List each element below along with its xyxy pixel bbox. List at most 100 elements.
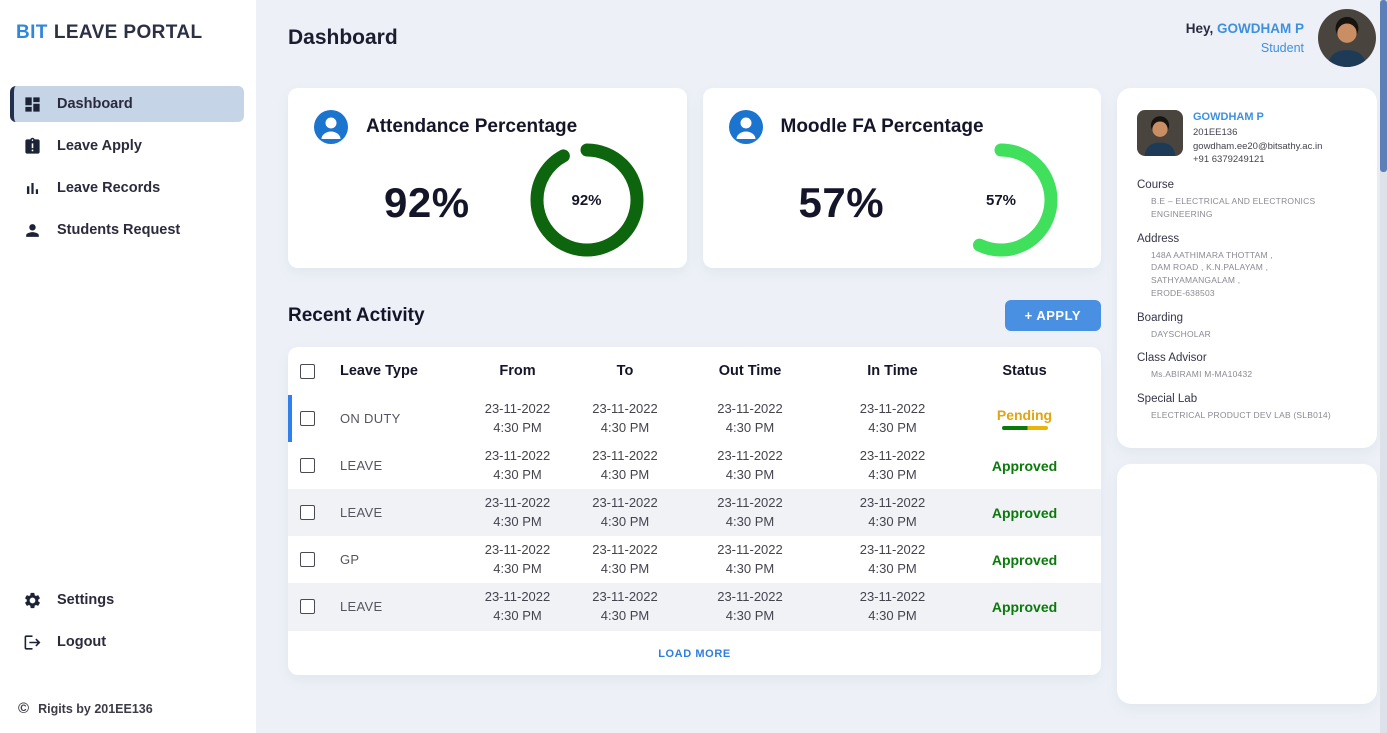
out-time-cell: 23-11-2022 4:30 PM: [717, 400, 783, 435]
attendance-value: 92%: [384, 179, 470, 226]
select-all-checkbox[interactable]: [300, 363, 315, 379]
profile-email: gowdham.ee20@bitsathy.ac.in: [1193, 140, 1323, 152]
students-request-icon: [22, 220, 42, 240]
brand-blue: BIT: [16, 22, 48, 43]
row-checkbox[interactable]: [300, 599, 315, 614]
to-cell: 23-11-2022 4:30 PM: [592, 588, 658, 623]
in-time-cell: 23-11-2022 4:30 PM: [859, 447, 926, 482]
out-time-cell: 23-11-2022 4:30 PM: [717, 447, 783, 482]
status-cell: Pending: [960, 407, 1089, 430]
in-time-cell: 23-11-2022 4:30 PM: [859, 400, 926, 435]
moodle-title: Moodle FA Percentage: [780, 116, 984, 137]
section-value: Ms.ABIRAMI M-MA10432: [1151, 369, 1253, 380]
profile-section-course: Course B.E – ELECTRICAL AND ELECTRONICS …: [1137, 179, 1357, 221]
out-time-cell: 23-11-2022 4:30 PM: [717, 588, 783, 623]
status-cell: Approved: [960, 599, 1089, 615]
col-from: From: [499, 363, 536, 379]
recent-activity-title: Recent Activity: [288, 304, 425, 326]
in-time-cell: 23-11-2022 4:30 PM: [859, 588, 926, 623]
to-cell: 23-11-2022 4:30 PM: [592, 400, 658, 435]
moodle-person-icon: [728, 110, 763, 144]
profile-section-class-advisor: Class Advisor Ms.ABIRAMI M-MA10432: [1137, 352, 1357, 381]
to-cell: 23-11-2022 4:30 PM: [592, 447, 658, 482]
scrollbar-thumb[interactable]: [1380, 0, 1387, 172]
sidebar-bottom-nav: Settings Logout: [0, 576, 256, 666]
profile-section-boarding: Boarding DAYSCHOLAR: [1137, 312, 1357, 341]
status-badge: Approved: [991, 551, 1058, 568]
profile-section-special-lab: Special Lab ELECTRICAL PRODUCT DEV LAB (…: [1137, 393, 1357, 422]
section-label: Class Advisor: [1137, 352, 1207, 365]
col-leave-type: Leave Type: [340, 363, 418, 379]
section-label: Boarding: [1137, 311, 1184, 324]
user-avatar[interactable]: [1318, 9, 1376, 67]
col-status: Status: [1002, 363, 1047, 379]
section-value: 148A AATHIMARA THOTTAM , DAM ROAD , K.N.…: [1151, 249, 1273, 298]
greeting-name: GOWDHAM P: [1217, 20, 1304, 36]
moodle-donut-label: 57%: [985, 191, 1017, 209]
footer-credit: Rigits by 201EE136: [38, 701, 153, 716]
profile-photo: [1137, 110, 1183, 156]
table-row[interactable]: LEAVE 23-11-2022 4:30 PM 23-11-2022 4:30…: [288, 583, 1101, 630]
logout-icon: [22, 632, 42, 652]
table-row[interactable]: LEAVE 23-11-2022 4:30 PM 23-11-2022 4:30…: [288, 442, 1101, 489]
sidebar-item-label: Leave Records: [57, 180, 161, 196]
table-row[interactable]: GP 23-11-2022 4:30 PM 23-11-2022 4:30 PM…: [288, 536, 1101, 583]
page-title: Dashboard: [288, 26, 398, 49]
status-badge: Pending: [996, 407, 1053, 424]
avatar-image: [1318, 9, 1376, 67]
leave-records-icon: [22, 178, 42, 198]
row-checkbox[interactable]: [300, 458, 315, 473]
table-row[interactable]: LEAVE 23-11-2022 4:30 PM 23-11-2022 4:30…: [288, 489, 1101, 536]
profile-roll-no: 201EE136: [1193, 126, 1238, 138]
attendance-donut: 92%: [529, 142, 645, 258]
status-cell: Approved: [960, 552, 1089, 568]
out-time-cell: 23-11-2022 4:30 PM: [717, 541, 783, 576]
attendance-title: Attendance Percentage: [366, 116, 578, 137]
col-to: To: [616, 363, 634, 379]
in-time-cell: 23-11-2022 4:30 PM: [859, 494, 926, 529]
status-cell: Approved: [960, 505, 1089, 521]
scrollbar-track[interactable]: [1380, 0, 1387, 733]
out-time-cell: 23-11-2022 4:30 PM: [717, 494, 783, 529]
sidebar-item-settings[interactable]: Settings: [10, 582, 244, 618]
settings-icon: [22, 590, 42, 610]
table-header-row: Leave Type From To Out Time In Time Stat…: [288, 347, 1101, 395]
from-cell: 23-11-2022 4:30 PM: [484, 400, 551, 435]
profile-name: GOWDHAM P: [1193, 111, 1264, 123]
sidebar-item-leave-records[interactable]: Leave Records: [10, 170, 244, 206]
table-row[interactable]: ON DUTY 23-11-2022 4:30 PM 23-11-2022 4:…: [288, 395, 1101, 442]
apply-button[interactable]: + APPLY: [1004, 300, 1101, 331]
from-cell: 23-11-2022 4:30 PM: [484, 541, 551, 576]
in-time-cell: 23-11-2022 4:30 PM: [859, 541, 926, 576]
greeting: Hey, GOWDHAM P Student: [1186, 19, 1304, 58]
row-checkbox[interactable]: [300, 411, 315, 426]
sidebar-item-leave-apply[interactable]: Leave Apply: [10, 128, 244, 164]
row-checkbox[interactable]: [300, 505, 315, 520]
dashboard-icon: [22, 94, 42, 114]
from-cell: 23-11-2022 4:30 PM: [484, 588, 551, 623]
attendance-donut-label: 92%: [571, 191, 602, 209]
leave-type-cell: LEAVE: [340, 599, 383, 614]
greeting-hey: Hey,: [1185, 20, 1214, 36]
from-cell: 23-11-2022 4:30 PM: [484, 447, 551, 482]
from-cell: 23-11-2022 4:30 PM: [484, 494, 551, 529]
recent-activity-table: Leave Type From To Out Time In Time Stat…: [288, 347, 1101, 675]
profile-card: GOWDHAM P 201EE136 gowdham.ee20@bitsathy…: [1117, 88, 1377, 448]
leave-apply-icon: [22, 136, 42, 156]
profile-photo-image: [1137, 110, 1183, 156]
section-label: Course: [1137, 179, 1175, 192]
status-badge: Approved: [991, 457, 1058, 474]
profile-section-address: Address 148A AATHIMARA THOTTAM , DAM ROA…: [1137, 233, 1357, 300]
greeting-role: Student: [1260, 40, 1304, 55]
leave-type-cell: LEAVE: [340, 458, 383, 473]
sidebar-item-students-request[interactable]: Students Request: [10, 212, 244, 248]
attendance-person-icon: [314, 110, 348, 144]
status-cell: Approved: [960, 458, 1089, 474]
section-label: Address: [1137, 232, 1180, 245]
topbar: Dashboard Hey, GOWDHAM P Student: [288, 0, 1376, 76]
row-checkbox[interactable]: [300, 552, 315, 567]
sidebar-item-dashboard[interactable]: Dashboard: [10, 86, 244, 122]
sidebar-item-logout[interactable]: Logout: [10, 624, 244, 660]
sidebar-footer: © Rigits by 201EE136: [0, 700, 256, 733]
load-more-button[interactable]: LOAD MORE: [658, 648, 731, 660]
